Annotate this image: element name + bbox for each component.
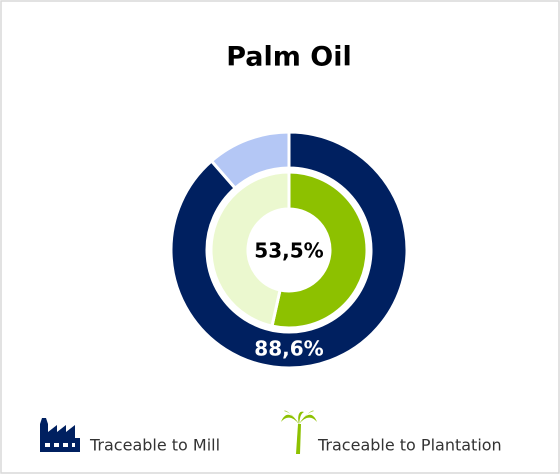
factory-icon	[40, 418, 80, 452]
data-label: 88,6%	[254, 337, 323, 361]
palm-icon	[281, 410, 317, 454]
donut-segment	[270, 170, 369, 330]
chart-title: Palm Oil	[226, 42, 352, 73]
donut-segment	[209, 170, 291, 328]
donut-segment	[209, 130, 291, 191]
legend-label: Traceable to Mill	[89, 436, 220, 455]
legend-label: Traceable to Plantation	[317, 436, 502, 455]
data-label: 53,5%	[254, 239, 323, 263]
donut-segment	[169, 130, 409, 370]
